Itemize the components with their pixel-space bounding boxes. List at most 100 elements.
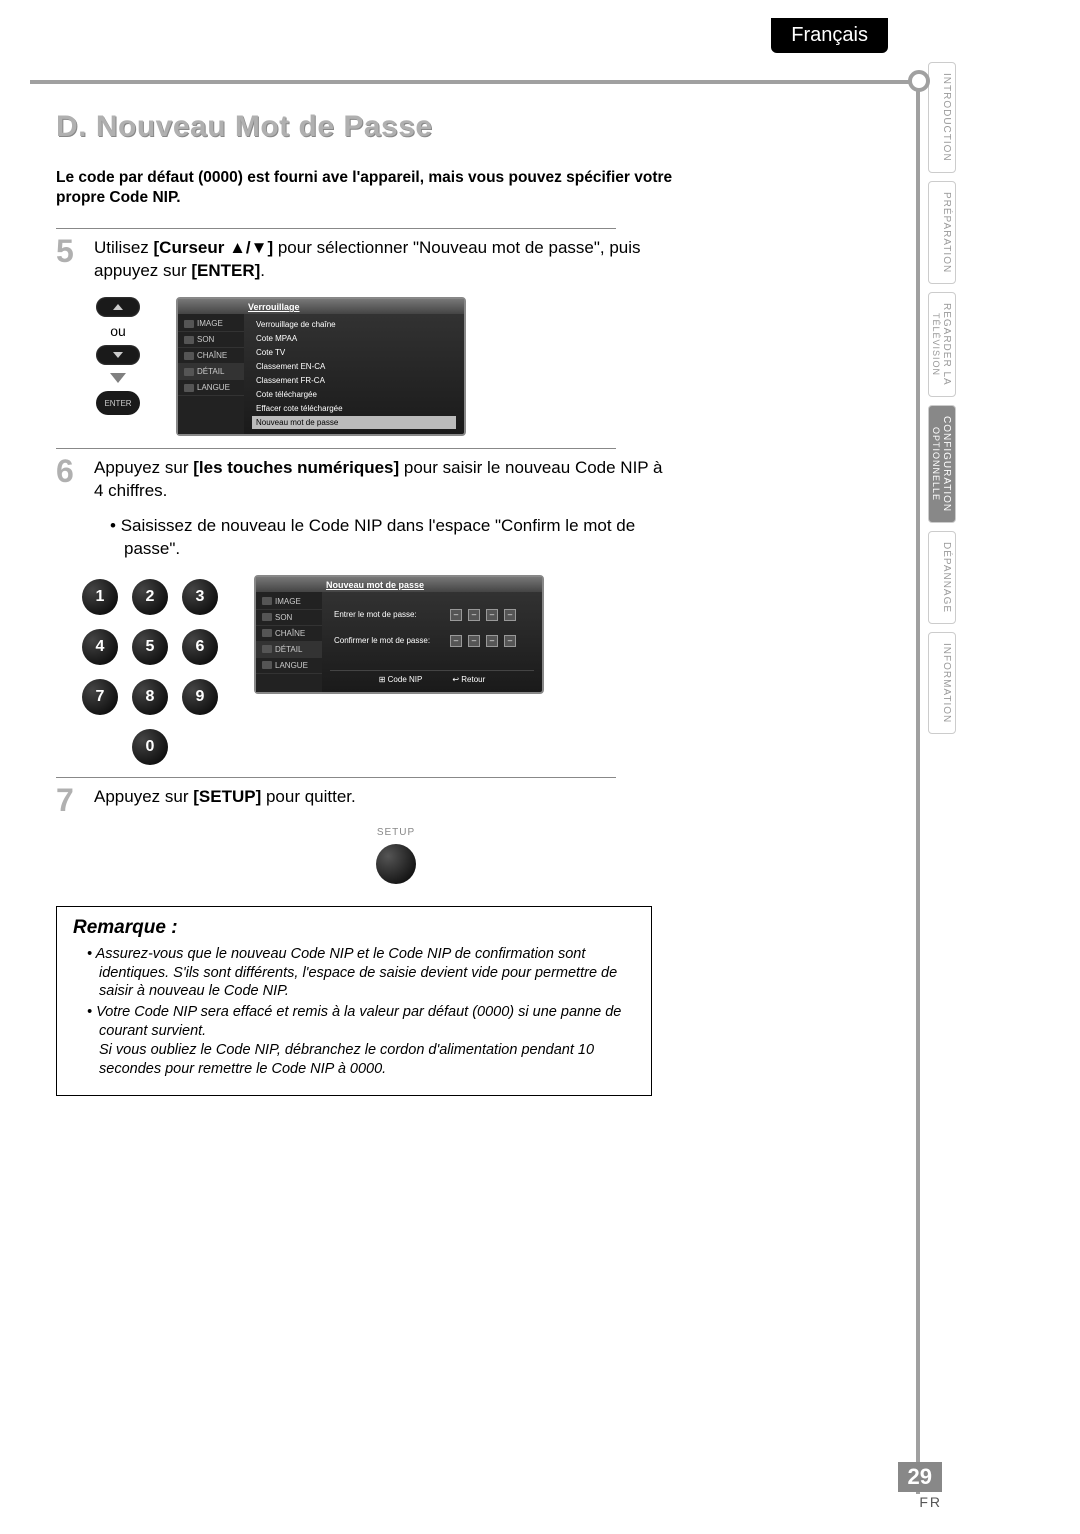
side-tab-label: REGARDER LA (941, 303, 952, 386)
setup-label: SETUP (377, 827, 415, 838)
triangle-down-icon (110, 373, 126, 383)
step-number: 7 (56, 786, 84, 815)
pin-box: – (504, 635, 516, 647)
text: Assurez-vous que le nouveau Code NIP et … (96, 946, 618, 1000)
osd-side-item: CHAÎNE (256, 626, 322, 642)
osd-input-row: Confirmer le mot de passe: – – – – (330, 632, 534, 650)
decor-circle (908, 70, 930, 92)
remarque-box: Remarque : • Assurez-vous que le nouveau… (56, 906, 652, 1096)
page-lang: FR (898, 1494, 942, 1510)
pin-box: – (486, 609, 498, 621)
osd-icon (262, 613, 272, 621)
pin-box: – (468, 609, 480, 621)
step-5: 5 Utilisez [Curseur ▲/▼] pour sélectionn… (56, 237, 676, 283)
keypad-key: 6 (182, 629, 218, 665)
osd-title: Verrouillage (178, 299, 464, 314)
text-bold: [SETUP] (193, 787, 261, 806)
osd-list: Entrer le mot de passe: – – – – Confirme… (322, 592, 542, 692)
keypad-key: 7 (82, 679, 118, 715)
text: Retour (461, 675, 485, 684)
divider (56, 777, 616, 778)
osd-side-item: SON (256, 610, 322, 626)
osd-row: Classement EN-CA (252, 360, 456, 373)
side-tab-configuration: CONFIGURATIONOPTIONNELLE (928, 405, 956, 523)
text: DÉTAIL (197, 367, 224, 376)
osd-row-highlighted: Nouveau mot de passe (252, 416, 456, 429)
osd-icon (262, 597, 272, 605)
setup-button-icon (376, 844, 416, 884)
section-title: D. Nouveau Mot de Passe (56, 110, 676, 144)
side-tab-information: INFORMATION (928, 632, 956, 734)
text: CHAÎNE (197, 351, 227, 360)
text: Votre Code NIP sera effacé et remis à la… (96, 1004, 621, 1077)
text: Entrer le mot de passe: (334, 610, 444, 619)
step6-media: 1 2 3 4 5 6 7 8 9 0 Nouveau mot de passe… (82, 575, 676, 765)
text: SON (197, 335, 214, 344)
osd-icon (262, 629, 272, 637)
side-tab-introduction: INTRODUCTION (928, 62, 956, 173)
text-bold: [les touches numériques] (193, 458, 399, 477)
osd-side-item: LANGUE (256, 658, 322, 674)
osd-side-item: SON (178, 332, 244, 348)
ou-label: ou (110, 323, 126, 339)
text: pour quitter. (261, 787, 356, 806)
text: Appuyez sur (94, 787, 193, 806)
bullet: • (110, 516, 121, 535)
pin-box: – (450, 635, 462, 647)
osd-footer-item: ⊞ Code NIP (379, 675, 423, 684)
keypad-key: 2 (132, 579, 168, 615)
remarque-item: • Votre Code NIP sera effacé et remis à … (73, 1003, 635, 1078)
decor-line-horizontal (30, 80, 920, 84)
intro-text: Le code par défaut (0000) est fourni ave… (56, 168, 676, 208)
side-tab-preparation: PRÉPARATION (928, 181, 956, 284)
cursor-up-icon (96, 297, 140, 317)
step-number: 5 (56, 237, 84, 266)
side-tabs: INTRODUCTION PRÉPARATION REGARDER LATÉLÉ… (928, 62, 956, 734)
language-tab: Français (771, 18, 888, 53)
text: SON (275, 613, 292, 622)
text: Saisissez de nouveau le Code NIP dans l'… (121, 516, 636, 558)
osd-icon (184, 352, 194, 360)
decor-line-vertical (916, 82, 920, 1494)
keypad-key: 0 (132, 729, 168, 765)
keypad-key: 9 (182, 679, 218, 715)
text-bold: [Curseur ▲/▼] (154, 238, 274, 257)
osd-list: Verrouillage de chaîne Cote MPAA Cote TV… (244, 314, 464, 434)
page-footer: 29 FR (898, 1462, 942, 1510)
text: IMAGE (197, 319, 223, 328)
osd-icon (184, 336, 194, 344)
text: Confirmer le mot de passe: (334, 636, 444, 645)
side-tab-sub: OPTIONNELLE (931, 416, 941, 512)
step6-sub: • Saisissez de nouveau le Code NIP dans … (110, 515, 676, 561)
side-tab-label: CONFIGURATION (941, 416, 952, 512)
osd-row: Effacer cote téléchargée (252, 402, 456, 415)
pin-box: – (450, 609, 462, 621)
osd-body: IMAGE SON CHAÎNE DÉTAIL LANGUE Entrer le… (256, 592, 542, 692)
osd-verrouillage: Verrouillage IMAGE SON CHAÎNE DÉTAIL LAN… (176, 297, 466, 436)
keypad-key: 3 (182, 579, 218, 615)
osd-sidebar: IMAGE SON CHAÎNE DÉTAIL LANGUE (178, 314, 244, 434)
text: DÉTAIL (275, 645, 302, 654)
osd-input-row: Entrer le mot de passe: – – – – (330, 606, 534, 624)
osd-footer: ⊞ Code NIP ↩ Retour (330, 670, 534, 688)
osd-side-item: IMAGE (256, 594, 322, 610)
step-7: 7 Appuyez sur [SETUP] pour quitter. (56, 786, 676, 815)
keypad-key: 1 (82, 579, 118, 615)
text: Utilisez (94, 238, 154, 257)
remarque-title: Remarque : (73, 917, 635, 939)
text-bold: [ENTER] (191, 261, 260, 280)
side-tab-depannage: DÉPANNAGE (928, 531, 956, 624)
osd-side-item: LANGUE (178, 380, 244, 396)
step-text: Appuyez sur [les touches numériques] pou… (94, 457, 676, 503)
osd-icon (184, 368, 194, 376)
text: . (260, 261, 265, 280)
osd-body: IMAGE SON CHAÎNE DÉTAIL LANGUE Verrouill… (178, 314, 464, 434)
page-number: 29 (898, 1462, 942, 1492)
step5-media: ou ENTER Verrouillage IMAGE SON CHAÎNE D… (96, 297, 676, 436)
osd-nouveau-mot-de-passe: Nouveau mot de passe IMAGE SON CHAÎNE DÉ… (254, 575, 544, 694)
remote-column: ou ENTER (96, 297, 140, 415)
step-6: 6 Appuyez sur [les touches numériques] p… (56, 457, 676, 503)
divider (56, 228, 616, 229)
text: LANGUE (275, 661, 308, 670)
osd-row: Classement FR-CA (252, 374, 456, 387)
